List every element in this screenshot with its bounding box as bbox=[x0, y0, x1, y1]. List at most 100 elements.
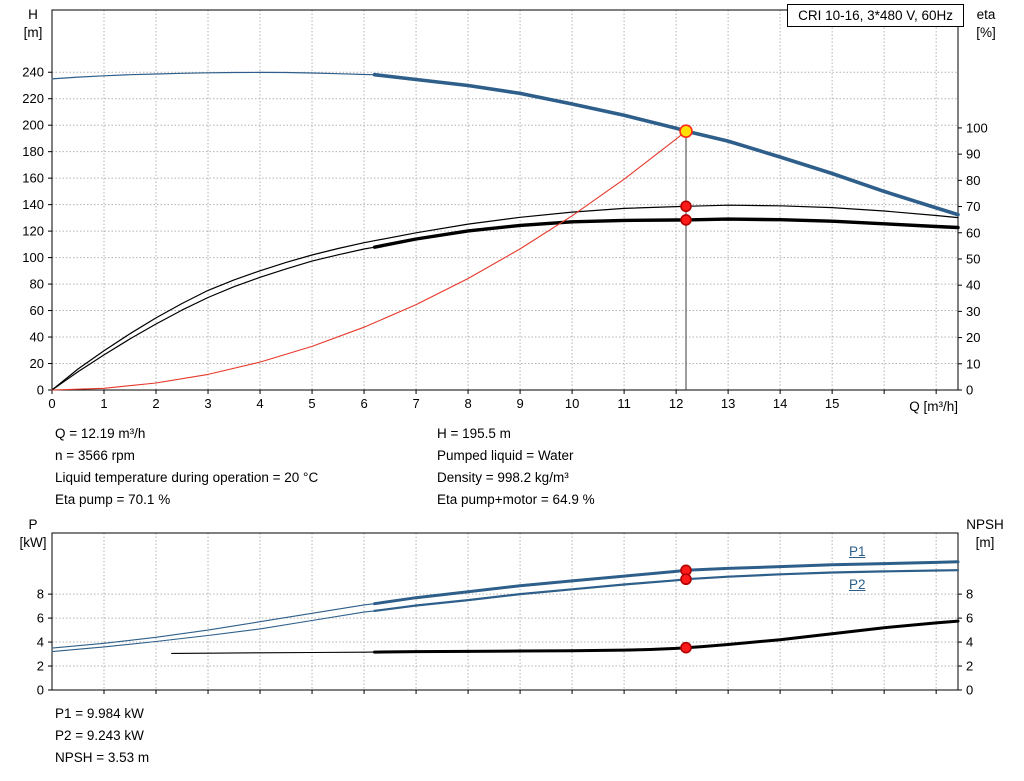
svg-text:6: 6 bbox=[360, 396, 367, 411]
svg-text:60: 60 bbox=[966, 225, 980, 240]
svg-text:90: 90 bbox=[966, 147, 980, 162]
eta-axis-label: eta [%] bbox=[956, 6, 1016, 42]
eta-axis-name: eta bbox=[976, 7, 996, 22]
pump-title-box: CRI 10-16, 3*480 V, 60Hz bbox=[787, 4, 964, 27]
p-axis-name: P bbox=[28, 517, 38, 532]
npsh-axis-name: NPSH bbox=[966, 517, 1004, 532]
svg-text:20: 20 bbox=[30, 356, 44, 371]
p1-curve bbox=[373, 560, 960, 606]
svg-text:2: 2 bbox=[152, 396, 159, 411]
ann-eta-pump: Eta pump = 70.1 % bbox=[55, 492, 171, 507]
npsh-point-marker bbox=[680, 641, 692, 654]
svg-text:2: 2 bbox=[37, 659, 44, 674]
svg-text:8: 8 bbox=[37, 587, 44, 602]
h-axis-label: H [m] bbox=[11, 6, 55, 42]
ann-head: H = 195.5 m bbox=[437, 426, 511, 441]
svg-text:100: 100 bbox=[966, 120, 988, 135]
svg-text:40: 40 bbox=[30, 330, 44, 345]
qh-eta-chart: 0 1 2 3 4 5 6 7 8 9 10 11 12 13 14 15020406080100120140… bbox=[22, 9, 988, 411]
svg-text:3: 3 bbox=[204, 396, 211, 411]
svg-text:40: 40 bbox=[966, 278, 980, 293]
p1-curve-extension bbox=[51, 603, 376, 649]
svg-text:220: 220 bbox=[22, 91, 44, 106]
svg-text:70: 70 bbox=[966, 199, 980, 214]
svg-text:5: 5 bbox=[308, 396, 315, 411]
svg-text:0: 0 bbox=[966, 383, 973, 398]
system-curve bbox=[51, 130, 687, 391]
eta-pump-point-marker bbox=[680, 200, 692, 213]
ann-npsh: NPSH = 3.53 m bbox=[55, 750, 150, 765]
duty-info-left-column: Q = 12.19 m³/h n = 3566 rpm Liquid tempe… bbox=[55, 423, 318, 511]
ann-pumped-liquid: Pumped liquid = Water bbox=[437, 448, 574, 463]
svg-text:80: 80 bbox=[30, 277, 44, 292]
npsh-axis-unit: [m] bbox=[975, 535, 995, 550]
eta-pump-motor-curve bbox=[372, 217, 960, 249]
svg-text:240: 240 bbox=[22, 65, 44, 80]
svg-text:100: 100 bbox=[22, 250, 44, 265]
svg-text:4: 4 bbox=[966, 635, 973, 650]
npsh-curve bbox=[373, 619, 960, 654]
svg-text:0: 0 bbox=[966, 683, 973, 698]
svg-text:50: 50 bbox=[966, 251, 980, 266]
eta-axis-unit: [%] bbox=[976, 25, 996, 40]
svg-text:2: 2 bbox=[966, 659, 973, 674]
svg-text:6: 6 bbox=[37, 611, 44, 626]
ann-speed: n = 3566 rpm bbox=[55, 448, 135, 463]
p2-curve bbox=[373, 569, 960, 613]
p2-curve-extension bbox=[51, 610, 376, 653]
svg-text:6: 6 bbox=[966, 611, 973, 626]
eta-pump-curve bbox=[51, 204, 959, 391]
svg-text:0: 0 bbox=[48, 396, 55, 411]
eta-pump-motor-extension bbox=[51, 246, 376, 391]
ann-p2: P2 = 9.243 kW bbox=[55, 728, 144, 743]
svg-text:0: 0 bbox=[37, 683, 44, 698]
svg-text:8: 8 bbox=[966, 587, 973, 602]
svg-text:13: 13 bbox=[721, 396, 735, 411]
svg-text:15: 15 bbox=[825, 396, 839, 411]
p2-curve-label: P2 bbox=[849, 577, 866, 592]
ann-eta-pump-motor: Eta pump+motor = 64.9 % bbox=[437, 492, 595, 507]
p1-curve-label: P1 bbox=[849, 544, 866, 559]
ann-flow: Q = 12.19 m³/h bbox=[55, 426, 146, 441]
svg-text:20: 20 bbox=[966, 330, 980, 345]
h-axis-name: H bbox=[28, 7, 38, 22]
power-info-column: P1 = 9.984 kW P2 = 9.243 kW NPSH = 3.53 … bbox=[55, 703, 149, 769]
svg-text:180: 180 bbox=[22, 144, 44, 159]
svg-text:1: 1 bbox=[100, 396, 107, 411]
svg-text:60: 60 bbox=[30, 303, 44, 318]
duty-info-right-column: H = 195.5 m Pumped liquid = Water Densit… bbox=[437, 423, 595, 511]
head-curve-extension bbox=[51, 71, 376, 80]
q-axis-label: Q [m³/h] bbox=[909, 399, 958, 414]
svg-text:4: 4 bbox=[256, 396, 263, 411]
svg-text:10: 10 bbox=[966, 356, 980, 371]
svg-text:30: 30 bbox=[966, 304, 980, 319]
svg-text:200: 200 bbox=[22, 118, 44, 133]
h-axis-unit: [m] bbox=[23, 25, 43, 40]
svg-text:12: 12 bbox=[669, 396, 683, 411]
svg-text:160: 160 bbox=[22, 171, 44, 186]
svg-text:9: 9 bbox=[516, 396, 523, 411]
svg-text:80: 80 bbox=[966, 173, 980, 188]
duty-point-marker bbox=[679, 124, 693, 138]
eta-pump-motor-point-marker bbox=[680, 214, 692, 226]
svg-text:140: 140 bbox=[22, 197, 44, 212]
p-axis-unit: [kW] bbox=[19, 535, 47, 550]
svg-text:7: 7 bbox=[412, 396, 419, 411]
svg-text:0: 0 bbox=[37, 383, 44, 398]
p2-point-marker bbox=[680, 573, 692, 586]
p-axis-label: P [kW] bbox=[11, 516, 55, 552]
ann-liquid-temp: Liquid temperature during operation = 20… bbox=[55, 470, 319, 485]
svg-text:8: 8 bbox=[464, 396, 471, 411]
head-curve bbox=[372, 72, 960, 217]
ann-density: Density = 998.2 kg/m³ bbox=[437, 470, 569, 485]
svg-text:120: 120 bbox=[22, 224, 44, 239]
ann-p1: P1 = 9.984 kW bbox=[55, 706, 144, 721]
svg-text:4: 4 bbox=[37, 635, 44, 650]
svg-text:14: 14 bbox=[773, 396, 787, 411]
svg-text:10: 10 bbox=[565, 396, 579, 411]
power-npsh-chart: 0 2 4 6 8 0 2 4 6 8 bbox=[37, 532, 973, 698]
npsh-curve-extension bbox=[171, 651, 376, 654]
npsh-axis-label: NPSH [m] bbox=[954, 516, 1016, 552]
